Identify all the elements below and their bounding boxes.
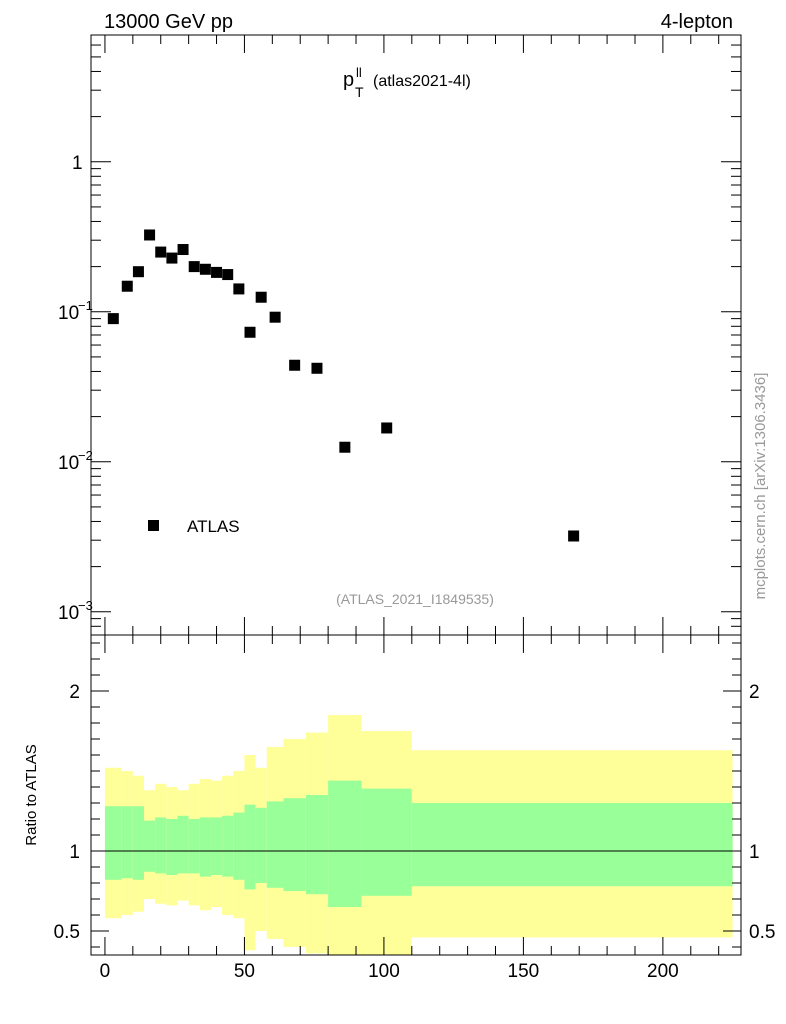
ratio-y-tick-label-right: 0.5 bbox=[749, 922, 775, 943]
inner-band-bin bbox=[121, 806, 133, 879]
plot-title-sup: ll bbox=[356, 65, 362, 80]
main-axes: 10−310−210−11 bbox=[58, 34, 741, 636]
ratio-y-tick-label-right: 2 bbox=[749, 682, 760, 703]
data-point bbox=[233, 283, 245, 295]
inner-band-bin bbox=[411, 803, 733, 887]
data-point bbox=[107, 313, 119, 325]
ratio-plot-frame bbox=[90, 634, 742, 956]
data-point bbox=[339, 441, 351, 453]
y-tick-label-exponent: −3 bbox=[78, 598, 93, 613]
analysis-label: (ATLAS_2021_I1849535) bbox=[336, 591, 494, 607]
inner-band-bin bbox=[144, 820, 156, 872]
plot-title-suffix: (atlas2021-4l) bbox=[373, 73, 471, 90]
plot-title-main: p bbox=[343, 69, 354, 91]
data-point bbox=[222, 269, 234, 281]
data-point bbox=[155, 246, 167, 258]
side-label: mcplots.cern.ch [arXiv:1306.3436] bbox=[752, 373, 769, 600]
inner-band-bin bbox=[155, 817, 167, 874]
x-tick-label: 200 bbox=[647, 961, 679, 982]
ratio-bands bbox=[104, 715, 733, 955]
data-point bbox=[255, 291, 267, 303]
y-tick-label: 10 bbox=[58, 303, 79, 324]
data-point bbox=[211, 266, 223, 278]
inner-band-bin bbox=[233, 812, 245, 880]
legend-marker bbox=[148, 520, 159, 531]
data-points bbox=[107, 229, 580, 542]
header-process: 4-lepton bbox=[661, 11, 733, 33]
ratio-y-tick-label-left: 2 bbox=[69, 682, 80, 703]
header-energy: 13000 GeV pp bbox=[104, 11, 233, 33]
inner-band-bin bbox=[132, 806, 145, 880]
inner-band-bin bbox=[305, 795, 329, 895]
data-point bbox=[132, 266, 144, 278]
main-plot-frame bbox=[90, 34, 742, 636]
inner-band-bin bbox=[166, 819, 178, 875]
inner-band-bin bbox=[283, 798, 306, 891]
y-tick-label-exponent: −1 bbox=[78, 298, 93, 313]
data-point bbox=[121, 280, 133, 292]
data-point bbox=[289, 359, 301, 371]
x-tick-label: 100 bbox=[368, 961, 400, 982]
y-tick-label: 1 bbox=[72, 153, 83, 174]
ratio-y-tick-label-left: 1 bbox=[69, 842, 80, 863]
inner-band-bin bbox=[255, 807, 267, 883]
inner-band-bin bbox=[177, 815, 189, 874]
y-tick-label-exponent: −2 bbox=[78, 448, 93, 463]
inner-band-bin bbox=[199, 817, 211, 877]
data-point bbox=[244, 326, 256, 338]
data-point bbox=[177, 244, 189, 256]
inner-band-bin bbox=[328, 780, 362, 907]
data-point bbox=[144, 229, 156, 241]
inner-band-bin bbox=[104, 806, 122, 880]
y-tick-label: 10 bbox=[58, 603, 79, 624]
data-point bbox=[311, 362, 323, 374]
data-point bbox=[188, 261, 200, 273]
legend-label: ATLAS bbox=[187, 517, 240, 536]
plot-title-sub: T bbox=[355, 84, 364, 100]
plot-title: p bbox=[343, 69, 354, 91]
x-tick-label: 50 bbox=[234, 961, 255, 982]
x-tick-label: 0 bbox=[100, 961, 111, 982]
inner-band-bin bbox=[210, 817, 223, 875]
ratio-ylabel: Ratio to ATLAS bbox=[23, 744, 40, 845]
ratio-axes: 0.5 0.5 1 1 2 2 0 50 100 150 200 bbox=[54, 635, 775, 982]
y-tick-label: 10 bbox=[58, 453, 79, 474]
data-point bbox=[199, 263, 211, 275]
x-tick-label: 150 bbox=[508, 961, 540, 982]
data-point bbox=[166, 252, 178, 264]
data-point bbox=[568, 530, 580, 542]
data-point bbox=[381, 422, 393, 434]
inner-band-bin bbox=[361, 788, 412, 896]
ratio-y-tick-label-right: 1 bbox=[749, 842, 760, 863]
inner-band-bin bbox=[244, 804, 256, 890]
inner-band-bin bbox=[222, 815, 234, 877]
data-point bbox=[269, 311, 281, 323]
inner-band-bin bbox=[188, 819, 200, 874]
inner-band-bin bbox=[266, 801, 284, 888]
ratio-y-tick-label-left: 0.5 bbox=[54, 922, 80, 943]
